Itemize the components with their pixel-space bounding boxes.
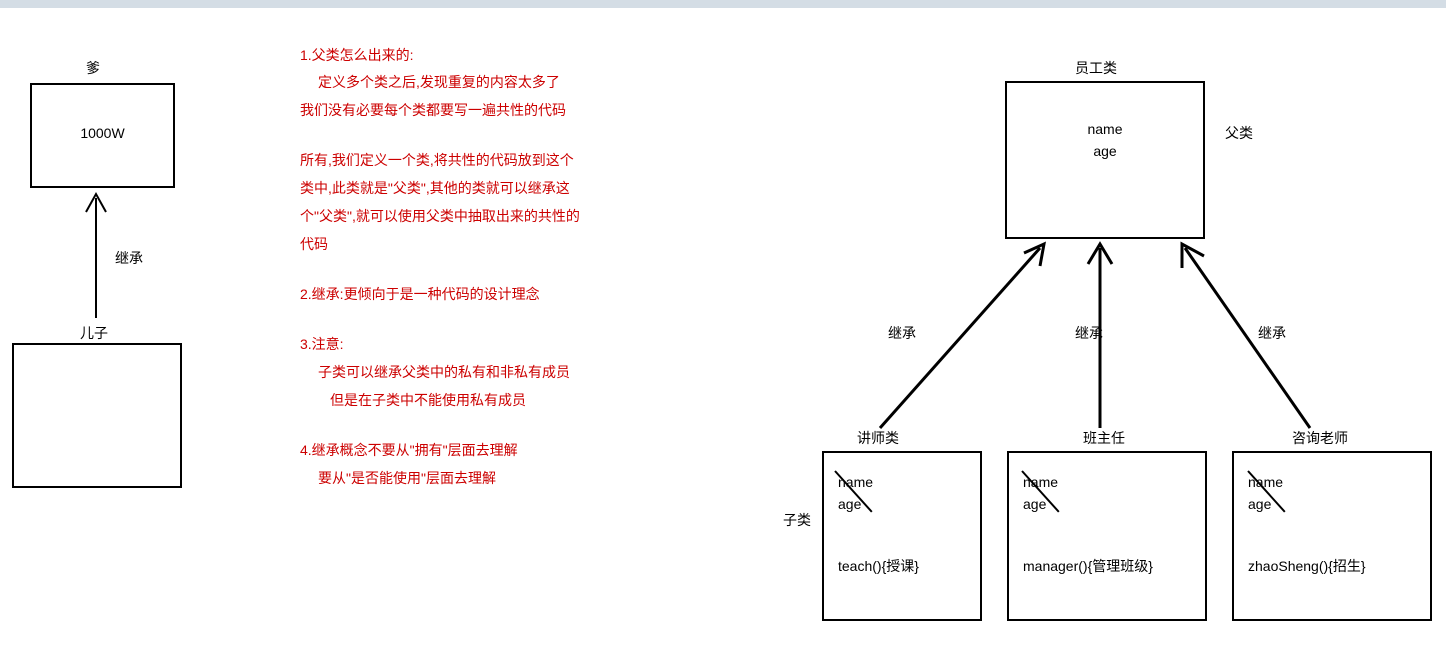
teacher-title: 讲师类 bbox=[857, 428, 899, 448]
consult-f1: name bbox=[1248, 471, 1416, 493]
teacher-method: teach(){授课} bbox=[838, 555, 966, 577]
right-arrows bbox=[0, 8, 1446, 651]
arrow-label-1: 继承 bbox=[888, 323, 916, 343]
head-f1: name bbox=[1023, 471, 1191, 493]
consult-method: zhaoSheng(){招生} bbox=[1248, 555, 1416, 577]
head-f2: age bbox=[1023, 493, 1191, 515]
arrow-label-3: 继承 bbox=[1258, 323, 1286, 343]
head-title: 班主任 bbox=[1083, 428, 1125, 448]
arrow-label-2: 继承 bbox=[1075, 323, 1103, 343]
teacher-box: name age teach(){授课} bbox=[822, 451, 982, 621]
consult-box: name age zhaoSheng(){招生} bbox=[1232, 451, 1432, 621]
teacher-f1: name bbox=[838, 471, 966, 493]
head-method: manager(){管理班级} bbox=[1023, 555, 1191, 577]
consult-title: 咨询老师 bbox=[1292, 428, 1348, 448]
child-label: 子类 bbox=[783, 510, 811, 530]
consult-f2: age bbox=[1248, 493, 1416, 515]
head-box: name age manager(){管理班级} bbox=[1007, 451, 1207, 621]
